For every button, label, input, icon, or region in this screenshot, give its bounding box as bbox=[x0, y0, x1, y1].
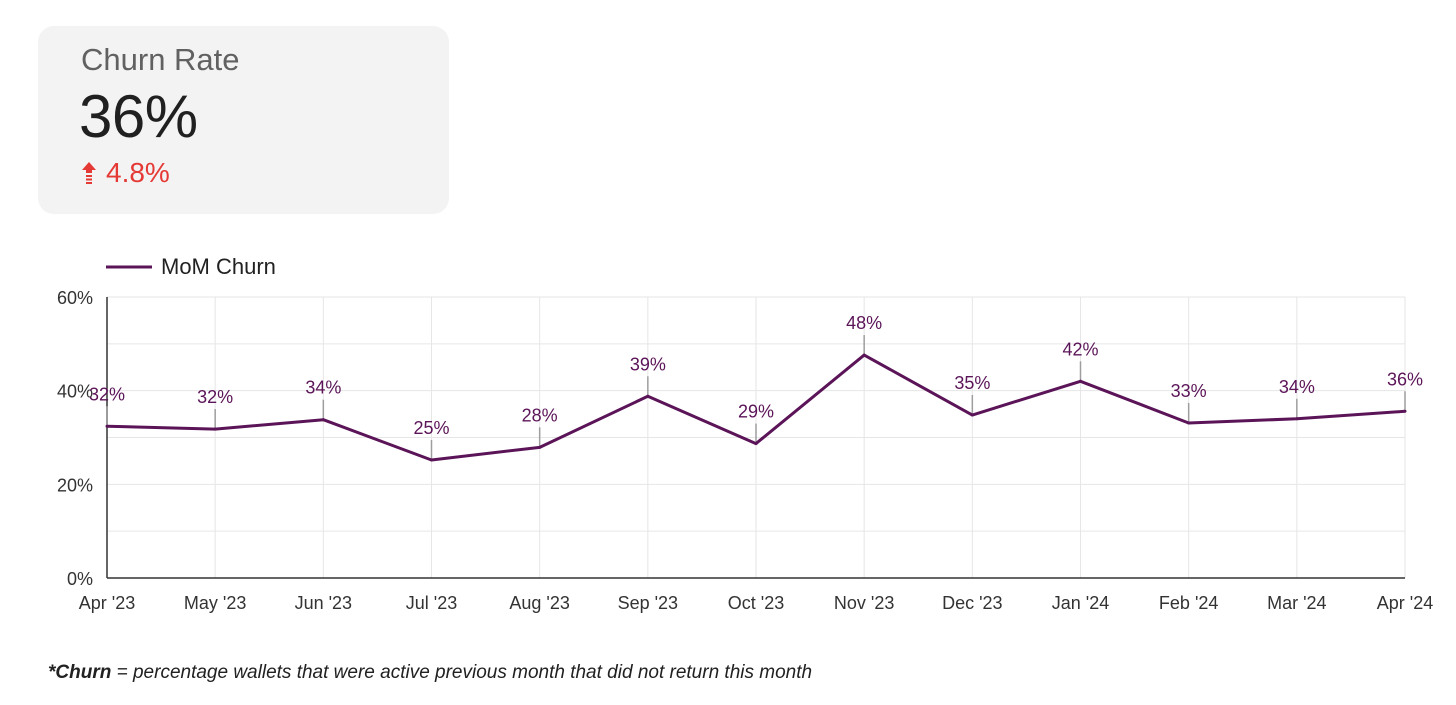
footnote-term: *Churn bbox=[48, 662, 112, 683]
x-tick-label: Sep '23 bbox=[618, 593, 679, 613]
data-label: 34% bbox=[305, 378, 341, 398]
data-label: 39% bbox=[630, 354, 666, 374]
data-point bbox=[862, 353, 866, 357]
y-tick-label: 40% bbox=[57, 382, 93, 402]
data-label: 25% bbox=[413, 418, 449, 438]
kpi-delta: 4.8% bbox=[82, 157, 170, 189]
x-tick-label: Nov '23 bbox=[834, 593, 894, 613]
data-point bbox=[105, 424, 109, 428]
data-point bbox=[1187, 421, 1191, 425]
kpi-card: Churn Rate 36% 4.8% bbox=[38, 26, 449, 214]
kpi-delta-value: 4.8% bbox=[106, 157, 170, 188]
y-tick-label: 60% bbox=[57, 288, 93, 308]
footnote-definition: = percentage wallets that were active pr… bbox=[111, 662, 813, 683]
legend-label: MoM Churn bbox=[161, 254, 276, 279]
churn-line-chart: 0% 20% 40% 60% Apr '23 May '23 Jun '23 Jul '23 A… bbox=[57, 254, 1433, 613]
arrow-up-icon bbox=[82, 162, 96, 184]
data-point bbox=[754, 442, 758, 446]
data-label: 32% bbox=[197, 387, 233, 407]
y-tick-label: 20% bbox=[57, 475, 93, 495]
kpi-value: 36% bbox=[79, 83, 198, 150]
kpi-label: Churn Rate bbox=[81, 42, 240, 77]
data-label: 48% bbox=[846, 313, 882, 333]
data-point bbox=[1295, 417, 1299, 421]
data-point bbox=[970, 413, 974, 417]
data-label: 34% bbox=[1279, 377, 1315, 397]
data-point bbox=[646, 394, 650, 398]
data-label: 28% bbox=[522, 405, 558, 425]
x-tick-label: Apr '24 bbox=[1377, 593, 1433, 613]
data-point bbox=[1079, 379, 1082, 383]
footnote: *Churn = percentage wallets that were ac… bbox=[48, 662, 812, 684]
data-label: 42% bbox=[1062, 339, 1098, 359]
x-tick-label: Dec '23 bbox=[942, 593, 1002, 613]
x-tick-label: Oct '23 bbox=[728, 593, 784, 613]
data-label: 29% bbox=[738, 402, 774, 422]
data-label: 32% bbox=[89, 384, 125, 404]
x-tick-label: Apr '23 bbox=[79, 593, 135, 613]
y-tick-label: 0% bbox=[67, 569, 93, 589]
x-tick-label: Aug '23 bbox=[509, 593, 570, 613]
x-tick-label: Jul '23 bbox=[406, 593, 457, 613]
x-tick-label: Jun '23 bbox=[295, 593, 352, 613]
data-point bbox=[430, 458, 433, 462]
data-point bbox=[538, 445, 542, 449]
x-tick-label: Jan '24 bbox=[1052, 593, 1109, 613]
x-tick-label: May '23 bbox=[184, 593, 246, 613]
data-point bbox=[1403, 409, 1407, 413]
data-label: 36% bbox=[1387, 369, 1423, 389]
data-label: 33% bbox=[1171, 381, 1207, 401]
x-tick-label: Feb '24 bbox=[1159, 593, 1218, 613]
data-point bbox=[213, 427, 217, 431]
x-tick-label: Mar '24 bbox=[1267, 593, 1326, 613]
data-point bbox=[321, 418, 325, 422]
data-label: 35% bbox=[954, 373, 990, 393]
